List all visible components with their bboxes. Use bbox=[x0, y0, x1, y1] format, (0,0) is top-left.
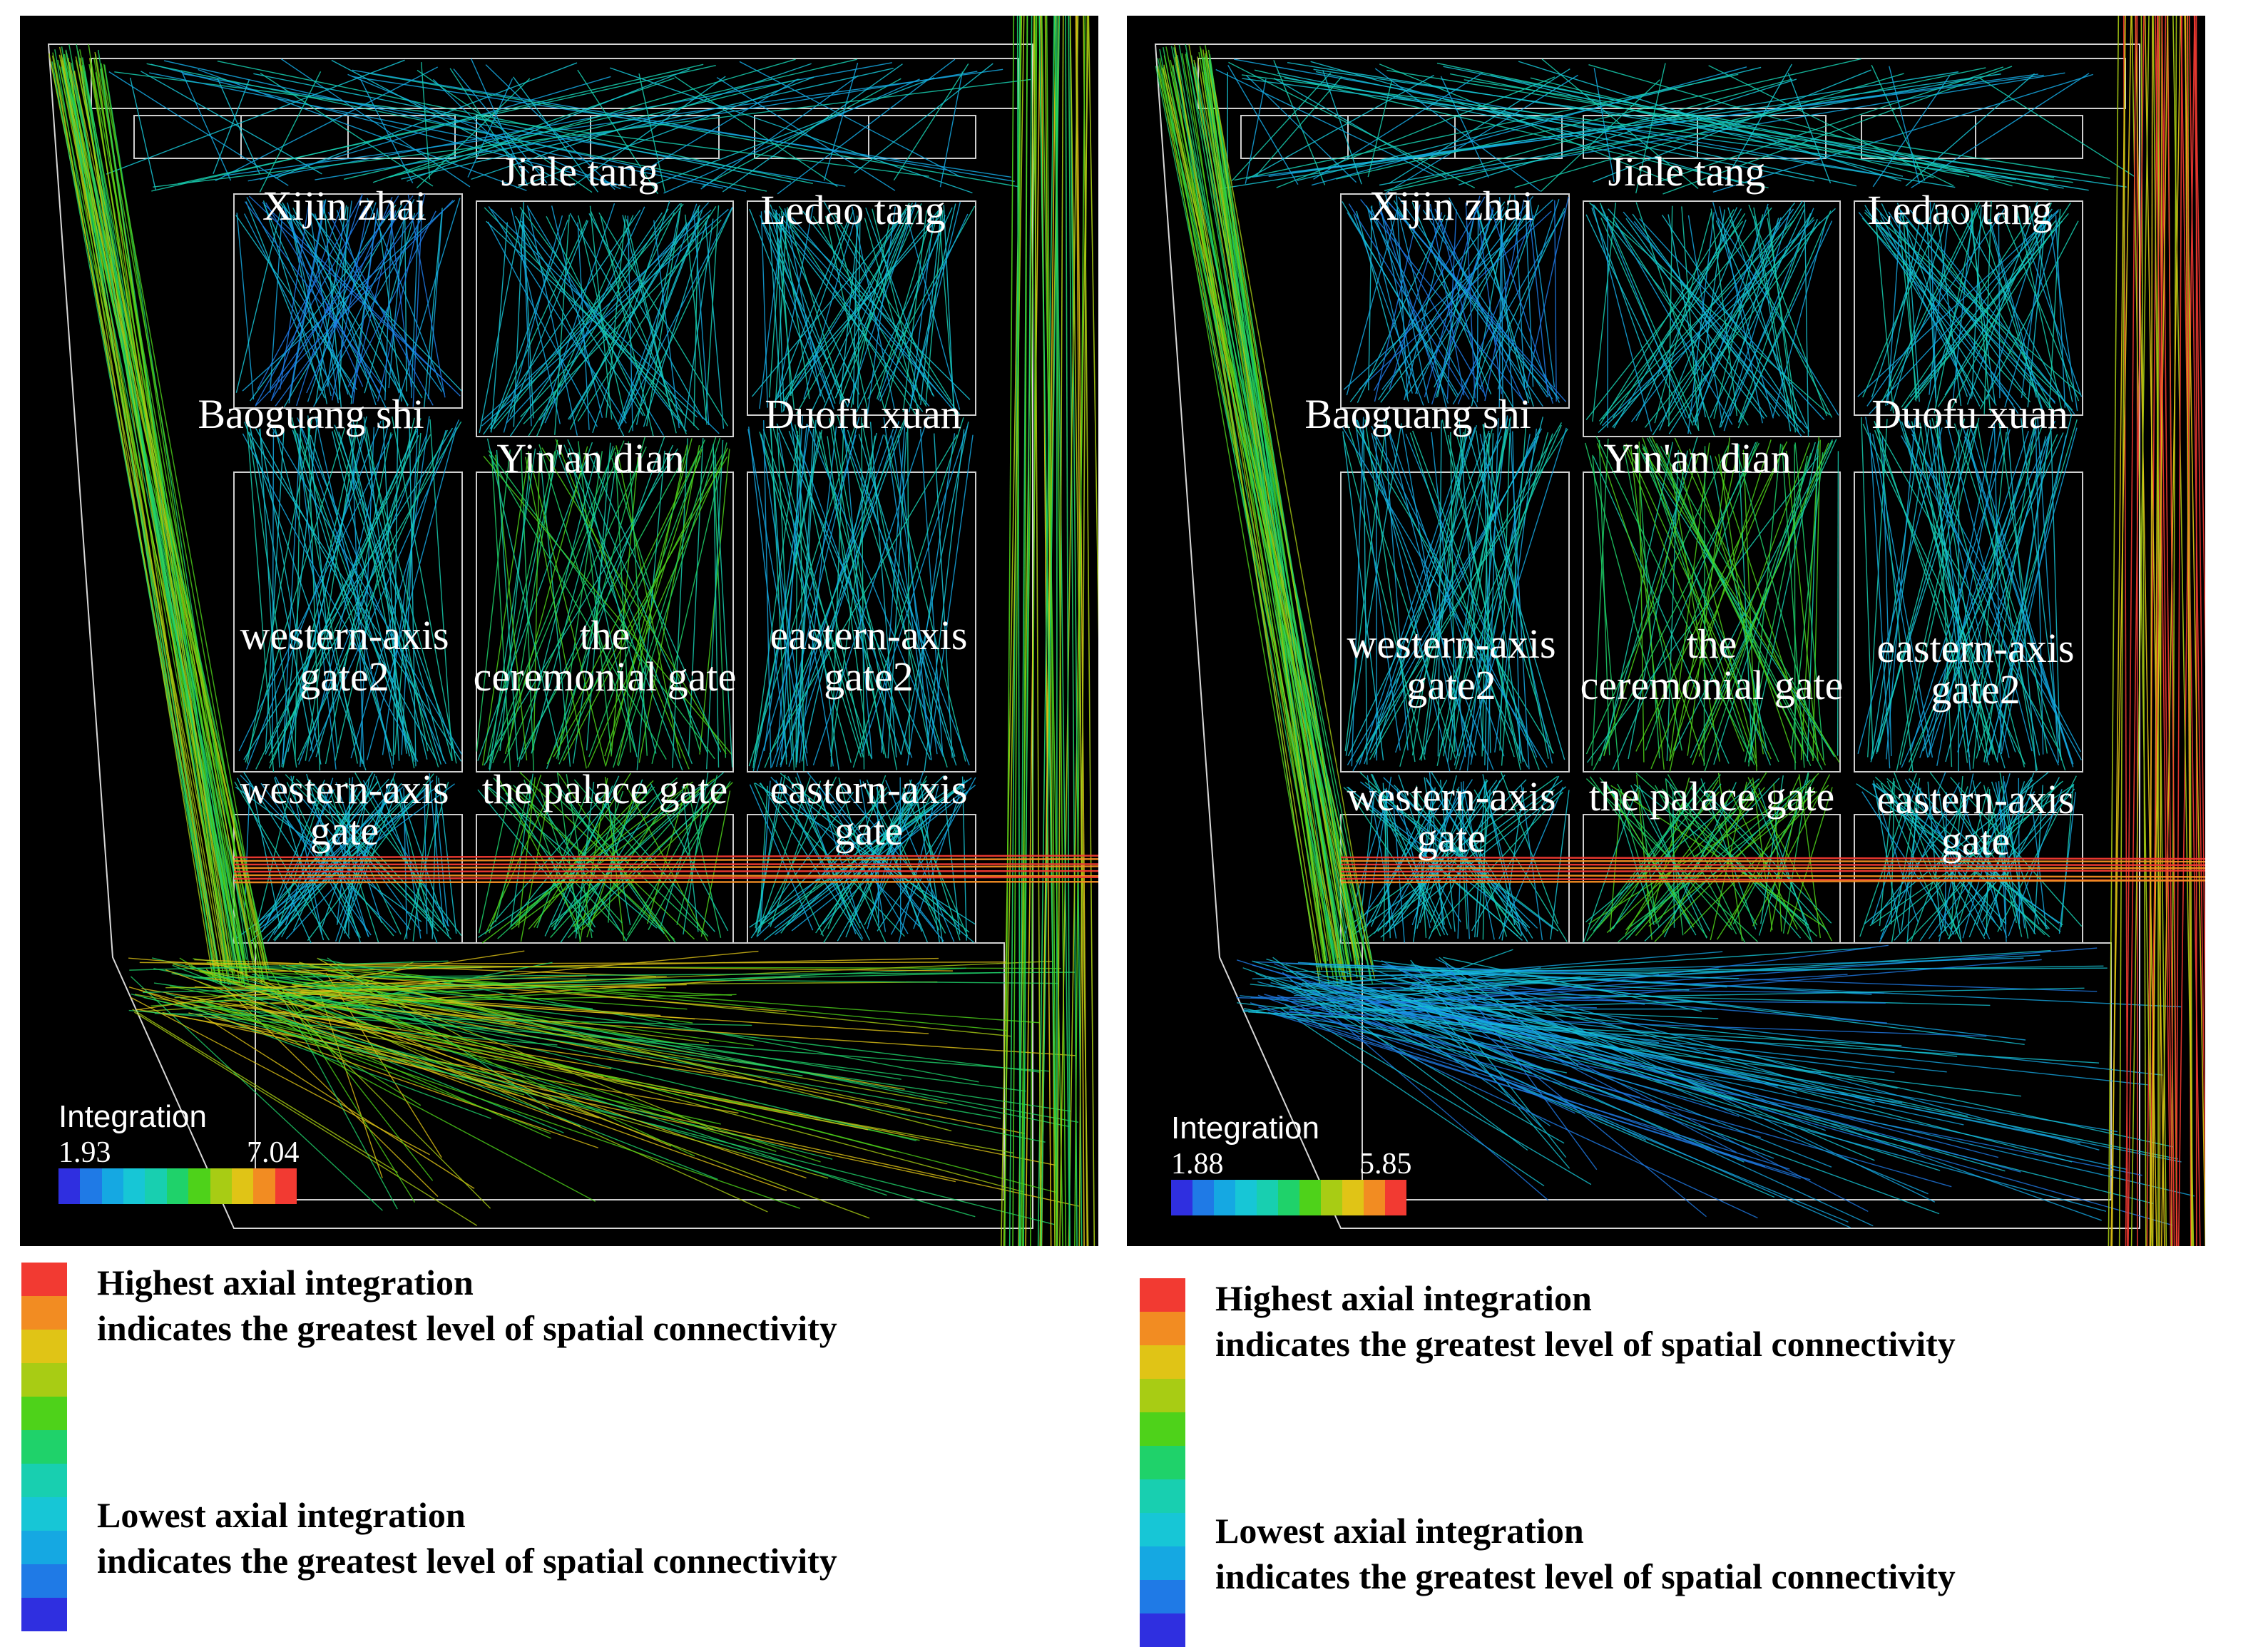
color-bar-step bbox=[145, 1168, 166, 1204]
color-bar-step bbox=[1214, 1180, 1235, 1215]
legend-swatch bbox=[1140, 1446, 1185, 1479]
color-bar-step bbox=[1171, 1180, 1192, 1215]
color-bar-step bbox=[123, 1168, 145, 1204]
label-yinan-dian: Yin'an dian bbox=[1603, 438, 1791, 479]
color-bar-step bbox=[1278, 1180, 1299, 1215]
legend-color-swatches bbox=[1140, 1278, 1185, 1647]
axial-map-before: Xijin zhai Jiale tang Ledao tang Baoguan… bbox=[20, 16, 1098, 1246]
legend-swatch bbox=[1140, 1613, 1185, 1647]
integration-scale-min: 1.93 bbox=[58, 1137, 111, 1168]
color-bar-step bbox=[1192, 1180, 1214, 1215]
legend-low-description: indicates the greatest level of spatial … bbox=[97, 1538, 837, 1584]
integration-scale-title: Integration bbox=[58, 1100, 207, 1134]
legend-swatch bbox=[21, 1363, 67, 1397]
color-bar-step bbox=[1342, 1180, 1364, 1215]
label-xijin-zhai: Xijin zhai bbox=[1369, 185, 1533, 227]
legend-swatch bbox=[21, 1531, 67, 1564]
color-bar-step bbox=[1299, 1180, 1321, 1215]
legend-swatch bbox=[1140, 1580, 1185, 1613]
color-bar-step bbox=[1257, 1180, 1278, 1215]
color-bar-step bbox=[253, 1168, 275, 1204]
legend-color-swatches bbox=[21, 1263, 67, 1631]
legend-high-description: indicates the greatest level of spatial … bbox=[1215, 1321, 1956, 1367]
color-bar-step bbox=[1364, 1180, 1385, 1215]
label-ledao-tang: Ledao tang bbox=[760, 190, 945, 231]
legend-swatch bbox=[1140, 1379, 1185, 1412]
color-bar-step bbox=[58, 1168, 80, 1204]
color-bar-step bbox=[167, 1168, 188, 1204]
color-bar-step bbox=[1235, 1180, 1257, 1215]
legend-swatch bbox=[21, 1564, 67, 1598]
legend-swatch bbox=[1140, 1412, 1185, 1446]
integration-scale-min: 1.88 bbox=[1171, 1148, 1224, 1180]
legend-swatch bbox=[21, 1263, 67, 1296]
integration-scale-max: 7.04 bbox=[247, 1137, 300, 1168]
legend-swatch bbox=[1140, 1312, 1185, 1345]
axial-map-after: Xijin zhai Jiale tang Ledao tang Baoguan… bbox=[1127, 16, 2205, 1246]
label-xijin-zhai: Xijin zhai bbox=[262, 185, 426, 227]
color-bar-step bbox=[210, 1168, 232, 1204]
integration-color-bar bbox=[1171, 1180, 1406, 1215]
legend-low-description: indicates the greatest level of spatial … bbox=[1215, 1554, 1956, 1599]
label-palace-gate: the palace gate bbox=[1589, 776, 1835, 817]
legend-high-description: indicates the greatest level of spatial … bbox=[97, 1305, 837, 1351]
color-bar-step bbox=[1385, 1180, 1406, 1215]
integration-color-bar bbox=[58, 1168, 297, 1204]
label-palace-gate: the palace gate bbox=[482, 769, 728, 810]
label-baoguang-shi: Baoguang shi bbox=[1304, 394, 1531, 435]
color-bar-step bbox=[188, 1168, 210, 1204]
legend-swatch bbox=[1140, 1345, 1185, 1379]
legend-low-title: Lowest axial integration bbox=[1215, 1508, 1584, 1554]
color-bar-step bbox=[232, 1168, 253, 1204]
color-bar-step bbox=[275, 1168, 297, 1204]
label-duofu-xuan: Duofu xuan bbox=[765, 394, 961, 435]
legend-swatch bbox=[21, 1598, 67, 1631]
legend-swatch bbox=[21, 1430, 67, 1464]
label-jiale-tang: Jiale tang bbox=[1608, 151, 1766, 193]
integration-scale-title: Integration bbox=[1171, 1111, 1319, 1146]
legend-high-title: Highest axial integration bbox=[1215, 1275, 1592, 1321]
label-duofu-xuan: Duofu xuan bbox=[1871, 394, 2068, 435]
label-jiale-tang: Jiale tang bbox=[501, 151, 659, 193]
legend-low-title: Lowest axial integration bbox=[97, 1492, 466, 1538]
label-ledao-tang: Ledao tang bbox=[1867, 190, 2052, 231]
legend-swatch bbox=[21, 1296, 67, 1330]
integration-scale-max: 5.85 bbox=[1359, 1148, 1412, 1180]
legend-swatch bbox=[21, 1397, 67, 1430]
color-bar-step bbox=[80, 1168, 101, 1204]
label-yinan-dian: Yin'an dian bbox=[496, 438, 684, 479]
color-bar-step bbox=[1321, 1180, 1342, 1215]
legend-swatch bbox=[1140, 1278, 1185, 1312]
legend-swatch bbox=[1140, 1513, 1185, 1546]
legend-swatch bbox=[1140, 1546, 1185, 1580]
legend-swatch bbox=[21, 1497, 67, 1531]
legend-swatch bbox=[21, 1330, 67, 1363]
legend-high-title: Highest axial integration bbox=[97, 1260, 474, 1305]
legend-swatch bbox=[1140, 1479, 1185, 1513]
label-baoguang-shi: Baoguang shi bbox=[198, 394, 424, 435]
legend-swatch bbox=[21, 1464, 67, 1497]
color-bar-step bbox=[102, 1168, 123, 1204]
